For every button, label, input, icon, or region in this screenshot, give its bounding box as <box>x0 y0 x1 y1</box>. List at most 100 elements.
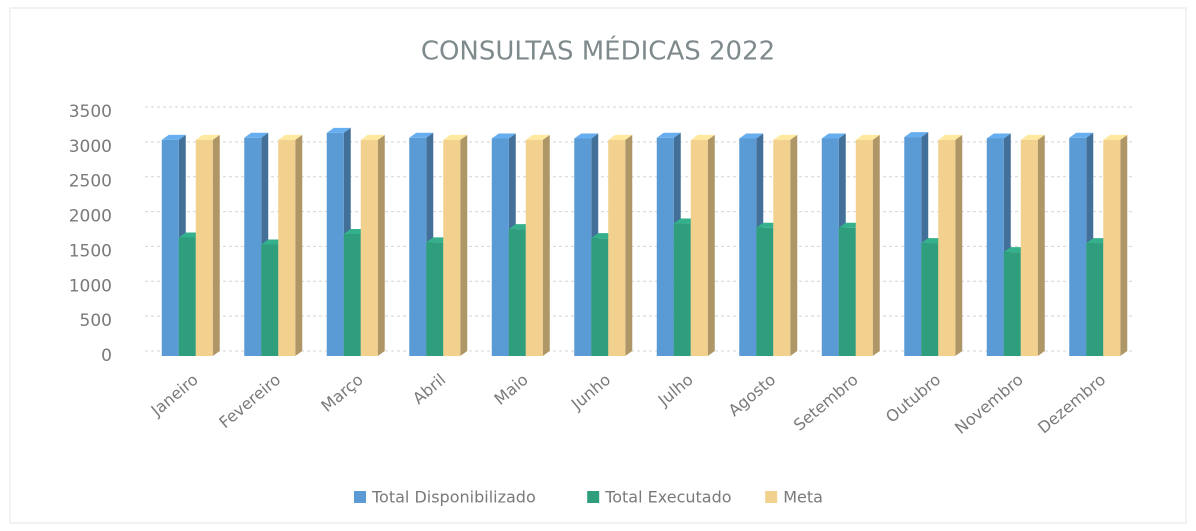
legend-label: Total Executado <box>604 488 731 507</box>
bar-top <box>360 134 385 140</box>
bar-top <box>739 133 764 139</box>
bar-top <box>195 134 220 140</box>
bar-top <box>1069 132 1094 138</box>
bar-front <box>525 139 543 356</box>
bar-top <box>161 134 186 140</box>
bar-side <box>625 134 633 356</box>
bar-front <box>443 139 461 356</box>
bar-front <box>1103 139 1121 356</box>
bar-front <box>178 237 196 356</box>
bar-front <box>161 139 179 356</box>
legend-label: Meta <box>783 488 823 507</box>
bar-top <box>821 133 846 139</box>
bar-side <box>707 134 715 356</box>
bar-top <box>491 133 516 139</box>
bar-front <box>244 137 262 356</box>
bar-top <box>690 134 715 140</box>
bar-front <box>1003 252 1021 356</box>
legend-swatch <box>587 491 600 503</box>
bar <box>360 134 385 356</box>
bar <box>773 134 798 356</box>
bar <box>855 134 880 356</box>
bar-front <box>1069 137 1087 356</box>
y-tick-label: 500 <box>80 311 112 331</box>
y-tick-label: 2000 <box>69 207 112 227</box>
bar-side <box>542 134 550 356</box>
bar-side <box>1120 134 1128 356</box>
bar-front <box>195 139 213 356</box>
y-tick-label: 2500 <box>69 172 112 192</box>
bar-side <box>377 134 385 356</box>
bar-front <box>261 244 279 356</box>
y-tick-label: 0 <box>101 346 112 366</box>
bar-front <box>904 137 922 356</box>
chart-title: CONSULTAS MÉDICAS 2022 <box>421 35 775 67</box>
bar-top <box>443 134 468 140</box>
y-tick-label: 3500 <box>69 102 112 122</box>
bar-top <box>574 133 599 139</box>
bar-front <box>574 138 592 356</box>
bar <box>608 134 633 356</box>
bar-front <box>739 138 757 356</box>
bar-front <box>508 229 526 356</box>
legend-swatch <box>765 491 778 503</box>
bar-top <box>608 134 633 140</box>
bar-top <box>1020 134 1045 140</box>
bar-front <box>591 238 609 356</box>
y-tick-label: 1500 <box>69 241 112 261</box>
bar-side <box>212 134 220 356</box>
bar <box>525 134 550 356</box>
legend-swatch <box>354 491 366 503</box>
bar-side <box>295 134 303 356</box>
bar-front <box>938 139 956 356</box>
bar <box>938 134 963 356</box>
bar-top <box>409 132 434 138</box>
bar-front <box>773 139 791 356</box>
bar-side <box>955 134 963 356</box>
bar-front <box>608 139 626 356</box>
bar-top <box>278 134 303 140</box>
bar <box>195 134 220 356</box>
bar-front <box>1020 139 1038 356</box>
bar <box>1103 134 1128 356</box>
bar-front <box>855 139 873 356</box>
bar-front <box>986 138 1004 356</box>
bar-top <box>326 127 351 133</box>
bar <box>690 134 715 356</box>
bar-top <box>1103 134 1128 140</box>
bar-top <box>855 134 880 140</box>
bar-front <box>756 227 774 356</box>
bar-front <box>673 223 691 356</box>
bar-top <box>904 132 929 138</box>
bar-top <box>525 134 550 140</box>
bar-top <box>773 134 798 140</box>
bar-front <box>491 138 509 356</box>
bar-front <box>838 227 856 356</box>
y-tick-label: 3000 <box>69 137 112 157</box>
bar-top <box>656 132 681 138</box>
bar-front <box>690 139 708 356</box>
bar <box>1020 134 1045 356</box>
bar <box>443 134 468 356</box>
bar-top <box>244 132 269 138</box>
bar-front <box>326 132 344 356</box>
bar-side <box>460 134 468 356</box>
bar-front <box>278 139 296 356</box>
y-tick-label: 1000 <box>69 276 112 296</box>
bar-side <box>872 134 880 356</box>
bar-front <box>426 242 444 356</box>
bar <box>278 134 303 356</box>
bar-front <box>343 234 361 356</box>
bar-top <box>986 133 1011 139</box>
bar-front <box>656 137 674 356</box>
bar-front <box>1086 243 1104 356</box>
bar-front <box>360 139 378 356</box>
bar-front <box>821 138 839 356</box>
legend-label: Total Disponibilizado <box>371 488 536 507</box>
bar-side <box>790 134 798 356</box>
bar-front <box>409 137 427 356</box>
bar-front <box>921 243 939 356</box>
bar-top <box>938 134 963 140</box>
bar-side <box>1037 134 1045 356</box>
